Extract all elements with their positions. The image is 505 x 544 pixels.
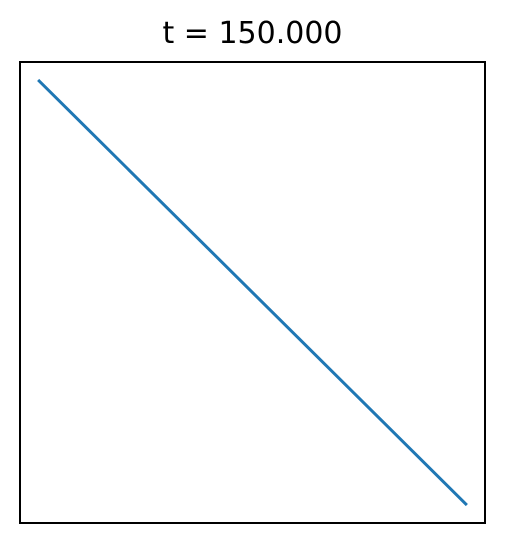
chart-title: t = 150.000 — [162, 16, 343, 51]
plot-area — [37, 78, 468, 507]
series-line-0 — [37, 78, 468, 507]
axes-frame — [19, 61, 486, 524]
